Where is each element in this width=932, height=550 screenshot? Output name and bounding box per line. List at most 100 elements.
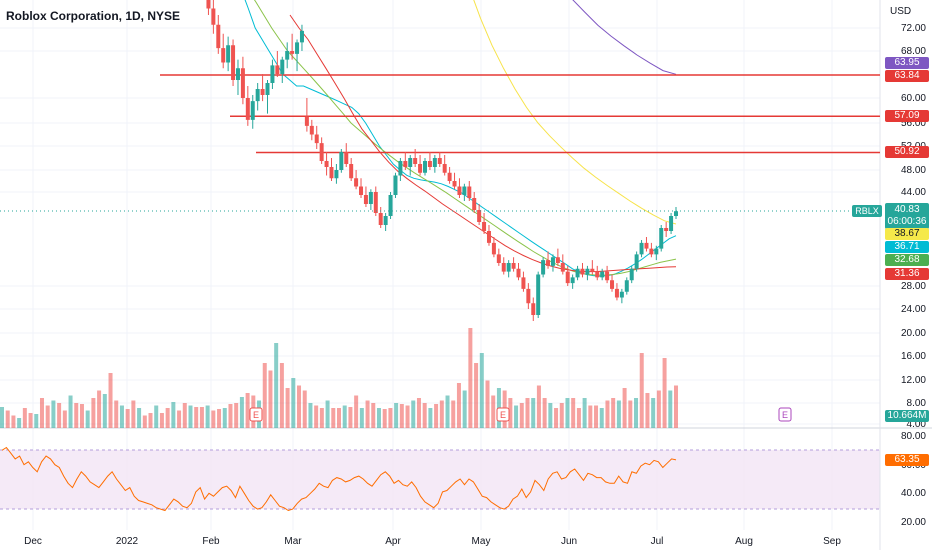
candle bbox=[644, 237, 649, 252]
candle bbox=[255, 83, 260, 111]
candle-body bbox=[555, 257, 560, 263]
volume-bar bbox=[125, 409, 130, 428]
volume-tag: 10.664M bbox=[885, 410, 929, 422]
candle bbox=[250, 95, 255, 129]
ma-mid-tag: 32.68 bbox=[885, 254, 929, 266]
volume-bar bbox=[74, 403, 79, 428]
candle-body bbox=[546, 260, 551, 266]
candle-body bbox=[506, 263, 511, 272]
volume-bar bbox=[445, 395, 450, 428]
candle-body bbox=[226, 45, 231, 63]
candle-body bbox=[575, 268, 580, 278]
candle-body bbox=[373, 192, 378, 213]
rsi-polyline bbox=[1, 446, 677, 512]
candle bbox=[393, 172, 398, 198]
candle-body bbox=[423, 161, 427, 173]
candle bbox=[595, 265, 600, 281]
volume-bar bbox=[468, 328, 473, 428]
candle-body bbox=[501, 263, 506, 272]
ma-long-tag: 63.95 bbox=[885, 57, 929, 69]
volume-bar bbox=[651, 398, 656, 428]
volume-bar bbox=[411, 400, 416, 428]
candle bbox=[590, 260, 595, 275]
candle-body bbox=[280, 59, 285, 74]
date-tick-label: 2022 bbox=[116, 536, 139, 547]
candle bbox=[339, 149, 344, 173]
moving-average-line bbox=[473, 0, 677, 225]
candle-body bbox=[304, 116, 309, 126]
volume-bar bbox=[137, 408, 142, 428]
volume-bar bbox=[674, 385, 678, 428]
candle-body bbox=[418, 164, 423, 173]
candle bbox=[378, 207, 383, 228]
moving-average-line bbox=[253, 0, 677, 276]
candle bbox=[299, 24, 304, 51]
candle-body bbox=[526, 288, 531, 304]
candle-body bbox=[329, 167, 334, 179]
volume-bar bbox=[536, 385, 541, 428]
candle-body bbox=[649, 248, 654, 255]
candle bbox=[324, 152, 329, 176]
candle bbox=[280, 56, 285, 83]
volume-bar bbox=[525, 398, 530, 428]
candle-body bbox=[299, 30, 304, 43]
volume-bar bbox=[268, 370, 273, 428]
hline-1-tag: 63.84 bbox=[885, 70, 929, 82]
volume-bar bbox=[634, 398, 639, 428]
candle-body bbox=[388, 195, 393, 216]
earnings-marker: E bbox=[778, 407, 792, 422]
volume-bar bbox=[548, 403, 553, 428]
volume-bar bbox=[234, 403, 239, 428]
volume-bar bbox=[439, 400, 444, 428]
volume-bar bbox=[628, 400, 633, 428]
rsi-tick-label: 40.00 bbox=[901, 488, 926, 499]
volume-bar bbox=[456, 383, 461, 428]
candle-body bbox=[231, 45, 236, 80]
candle bbox=[408, 155, 413, 176]
candle-body bbox=[639, 242, 644, 255]
volume-bar bbox=[594, 405, 599, 428]
candle bbox=[482, 213, 487, 234]
volume-bar bbox=[34, 414, 39, 428]
candle-body bbox=[398, 161, 403, 176]
candle-body bbox=[674, 211, 678, 216]
price-tick-label: 16.00 bbox=[901, 351, 926, 362]
rsi-band bbox=[0, 450, 880, 509]
candle bbox=[496, 248, 501, 266]
candle-body bbox=[221, 48, 226, 63]
volume-bar bbox=[508, 398, 513, 428]
candle-body bbox=[654, 248, 659, 255]
candle-body bbox=[260, 89, 265, 95]
price-tick-label: 48.00 bbox=[901, 165, 926, 176]
date-tick-label: Dec bbox=[24, 536, 42, 547]
volume-bar bbox=[62, 410, 67, 428]
date-tick-label: Mar bbox=[284, 536, 302, 547]
volume-bar bbox=[68, 395, 73, 428]
candle-body bbox=[659, 228, 664, 249]
volume-bar bbox=[17, 418, 22, 428]
hline-3-tag: 50.92 bbox=[885, 146, 929, 158]
countdown-value: 06:00:36 bbox=[887, 216, 927, 227]
candle bbox=[304, 98, 309, 132]
volume-bar bbox=[5, 410, 10, 428]
candle-body bbox=[275, 65, 280, 74]
candle bbox=[275, 51, 280, 77]
candle bbox=[654, 245, 659, 261]
candle-body bbox=[486, 231, 491, 243]
candle-body bbox=[354, 178, 359, 187]
candle bbox=[206, 0, 211, 15]
volume-bar bbox=[239, 397, 244, 428]
volume-bar bbox=[559, 403, 564, 428]
candle-body bbox=[216, 24, 221, 49]
volume-bar bbox=[57, 403, 62, 428]
candle bbox=[624, 277, 629, 295]
volume-bar bbox=[148, 413, 153, 428]
candle bbox=[211, 0, 216, 34]
candle bbox=[245, 86, 250, 126]
volume-bar bbox=[342, 405, 347, 428]
candle-body bbox=[447, 172, 452, 181]
candle bbox=[216, 15, 221, 54]
candle bbox=[674, 207, 678, 219]
hline-2-tag: 57.09 bbox=[885, 110, 929, 122]
